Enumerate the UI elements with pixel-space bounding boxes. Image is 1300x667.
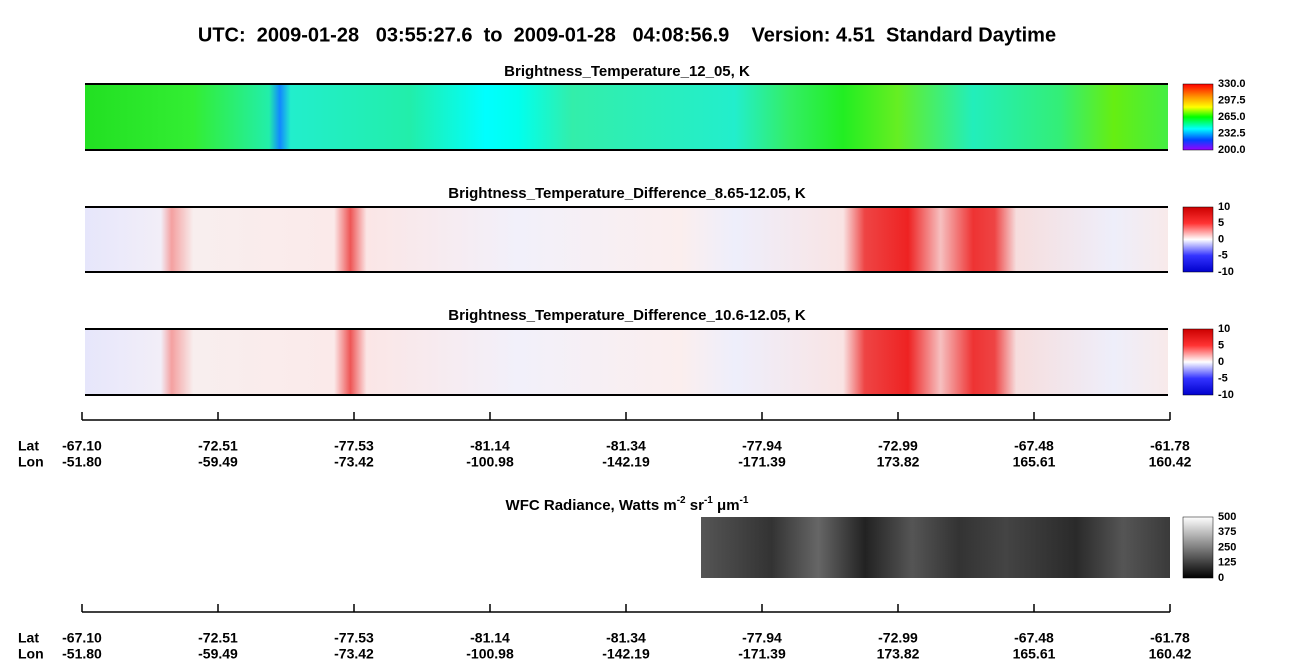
lon-value: -171.39 (738, 646, 786, 662)
lat-value: -72.51 (198, 438, 238, 454)
colorbar (1182, 83, 1214, 151)
title-part: WFC Radiance, Watts m (506, 497, 677, 514)
swath-image (85, 207, 1168, 272)
lon-value: -73.42 (334, 646, 374, 662)
lon-value: -171.39 (738, 454, 786, 470)
lat-value: -77.94 (742, 438, 782, 454)
colorbar-label: 0 (1218, 572, 1224, 584)
lon-value: -51.80 (62, 454, 102, 470)
lon-value: -142.19 (602, 646, 650, 662)
colorbar (1182, 516, 1214, 579)
lon-label: Lon (18, 454, 44, 470)
lat-value: -67.48 (1014, 630, 1054, 646)
title-part: -1 (740, 495, 749, 506)
colorbar-label: -10 (1218, 389, 1234, 401)
colorbar-label: 0 (1218, 233, 1224, 245)
lon-label: Lon (18, 646, 44, 662)
colorbar-label: 200.0 (1218, 144, 1246, 156)
lon-value: 173.82 (877, 454, 920, 470)
swaths (85, 83, 1214, 579)
lon-value: 165.61 (1013, 646, 1056, 662)
colorbar-label: 375 (1218, 526, 1236, 538)
lat-value: -81.14 (470, 438, 510, 454)
colorbar-label: 500 (1218, 511, 1236, 523)
title-part: -1 (704, 495, 713, 506)
lat-value: -61.78 (1150, 438, 1190, 454)
lat-label: Lat (18, 630, 39, 646)
title-part: -2 (677, 495, 686, 506)
colorbar-label: 297.5 (1218, 94, 1246, 106)
colorbar-label: 5 (1218, 217, 1224, 229)
colorbar (1182, 328, 1214, 396)
lon-value: 160.42 (1149, 646, 1192, 662)
lon-value: -100.98 (466, 646, 514, 662)
lon-value: -142.19 (602, 454, 650, 470)
colorbar-label: 0 (1218, 356, 1224, 368)
lat-value: -77.94 (742, 630, 782, 646)
lat-value: -72.99 (878, 438, 918, 454)
lat-value: -81.34 (606, 630, 646, 646)
colorbar-label: -5 (1218, 250, 1228, 262)
swath-image (701, 517, 1170, 578)
lon-value: -59.49 (198, 454, 238, 470)
lon-value: 165.61 (1013, 454, 1056, 470)
panel-title: Brightness_Temperature_12_05, K (504, 63, 750, 80)
colorbar-label: 330.0 (1218, 78, 1246, 90)
lat-value: -81.14 (470, 630, 510, 646)
lat-value: -77.53 (334, 438, 374, 454)
panel-title: WFC Radiance, Watts m-2 sr-1 μm-1 (506, 495, 749, 514)
swath-image (85, 84, 1168, 150)
lon-value: 173.82 (877, 646, 920, 662)
title-part: μm (713, 497, 740, 514)
lon-value: -51.80 (62, 646, 102, 662)
colorbar-label: 5 (1218, 339, 1224, 351)
lat-value: -72.51 (198, 630, 238, 646)
colorbar (1182, 206, 1214, 273)
colorbar-label: -10 (1218, 266, 1234, 278)
lon-value: -73.42 (334, 454, 374, 470)
colorbar-label: 10 (1218, 323, 1230, 335)
lon-value: 160.42 (1149, 454, 1192, 470)
panel-title: Brightness_Temperature_Difference_8.65-1… (448, 185, 806, 202)
lon-value: -59.49 (198, 646, 238, 662)
colorbar-label: 250 (1218, 541, 1236, 553)
title-part: sr (686, 497, 705, 514)
colorbar-label: -5 (1218, 372, 1228, 384)
lat-value: -67.48 (1014, 438, 1054, 454)
lat-value: -67.10 (62, 438, 102, 454)
lat-value: -72.99 (878, 630, 918, 646)
colorbar-label: 10 (1218, 201, 1230, 213)
swath-image (85, 329, 1168, 395)
lat-value: -67.10 (62, 630, 102, 646)
lat-value: -77.53 (334, 630, 374, 646)
lat-value: -61.78 (1150, 630, 1190, 646)
panel-title: Brightness_Temperature_Difference_10.6-1… (448, 307, 806, 324)
page-title: UTC: 2009-01-28 03:55:27.6 to 2009-01-28… (198, 24, 1056, 46)
lat-value: -81.34 (606, 438, 646, 454)
lon-value: -100.98 (466, 454, 514, 470)
colorbar-label: 125 (1218, 557, 1236, 569)
lat-label: Lat (18, 438, 39, 454)
colorbar-label: 232.5 (1218, 127, 1246, 139)
colorbar-label: 265.0 (1218, 111, 1246, 123)
